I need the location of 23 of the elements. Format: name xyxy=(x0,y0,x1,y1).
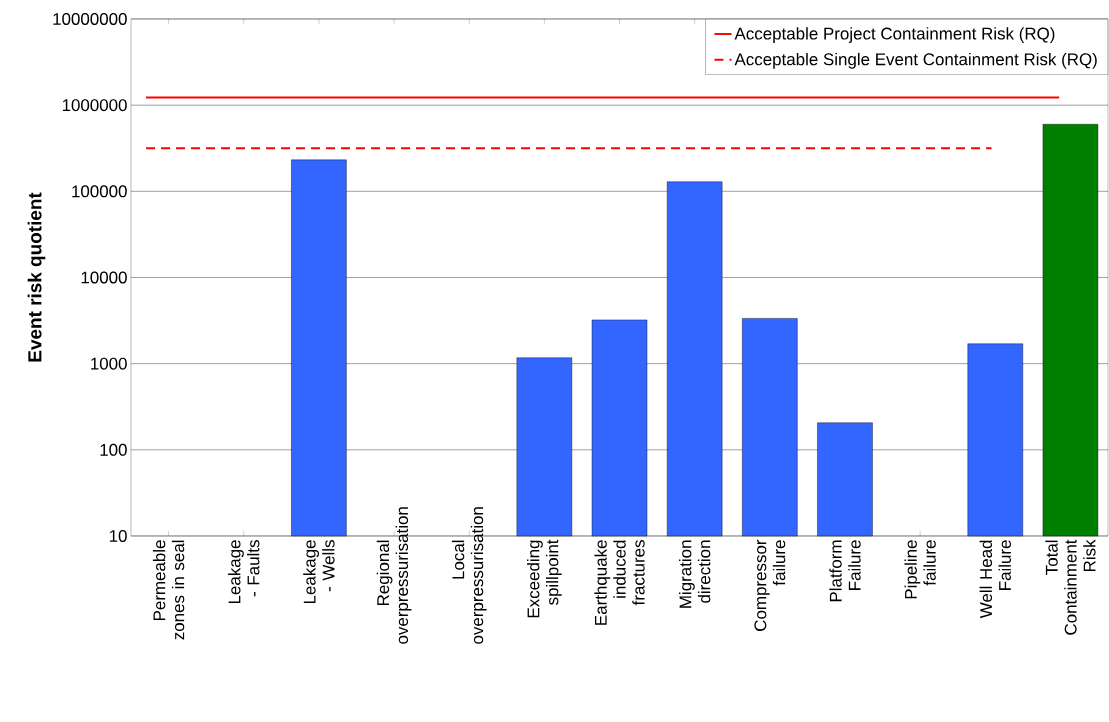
x-tick-label: Leakage - Faults xyxy=(228,540,260,604)
y-tick-label: 10000 xyxy=(81,271,127,284)
x-tick-label: Migration direction xyxy=(678,540,711,608)
x-tick-label: Pipeline failure xyxy=(904,540,936,599)
x-tick-label: Exceeding spillpoint xyxy=(527,539,562,618)
y-tick-label: 1000000 xyxy=(62,99,127,112)
x-tick-label: Leakage - Wells xyxy=(303,540,335,604)
x-tick-label: Permeable zones in seal xyxy=(152,540,185,640)
x-tick-label: Platform Failure xyxy=(829,540,861,602)
x-tick-label: Well Head Failure xyxy=(979,540,1011,619)
legend-label: Acceptable Single Event Containment Risk (RQ) xyxy=(734,52,1097,69)
x-tick-label: Regional overpressurisation xyxy=(376,507,412,644)
x-tick-label: Compressor failure xyxy=(754,539,786,631)
y-tick-label: 100000 xyxy=(72,185,127,198)
y-tick-label: 10000000 xyxy=(53,12,127,25)
y-tick-label: 10 xyxy=(109,529,127,542)
x-tick-label: Local overpressurisation xyxy=(451,507,487,644)
x-tick-label: Earthquake induced fractures xyxy=(594,540,645,625)
y-tick-label: 100 xyxy=(100,443,127,456)
y-tick-label: 1000 xyxy=(91,357,127,370)
legend-label: Acceptable Project Containment Risk (RQ) xyxy=(734,27,1055,43)
x-tick-label: Total Containment Risk xyxy=(1045,539,1096,635)
y-axis-title: Event risk quotient xyxy=(27,192,46,362)
